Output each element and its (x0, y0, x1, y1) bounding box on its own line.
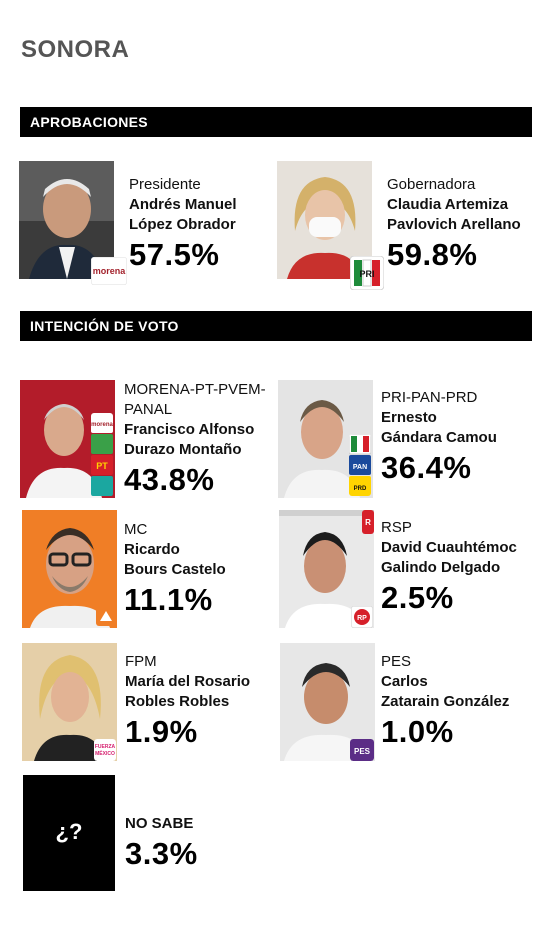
name-line-1: Ernesto (381, 409, 437, 426)
svg-text:PRI: PRI (359, 269, 374, 279)
name-line-1: María del Rosario (125, 673, 251, 690)
name-line-1: Carlos (381, 673, 428, 690)
pri-logo-icon: PRI (350, 256, 384, 290)
vote-value: 11.1% (124, 582, 213, 617)
candidate-card-durazo: morena PT MORENA-PT-PVEM- PANAL Francisc… (20, 380, 270, 498)
unknown-value: 3.3% (125, 836, 198, 871)
name-line-1: Ricardo (124, 541, 180, 558)
party-label-2: PANAL (124, 401, 173, 418)
party-label: RSP (381, 519, 412, 536)
unknown-card: NO SABE 3.3% (125, 814, 325, 874)
svg-text:PES: PES (354, 747, 371, 756)
name-line-1: Andrés Manuel (129, 196, 237, 213)
candidate-card-gandara: PAN PRD PRI-PAN-PRD Ernesto Gándara Camo… (278, 380, 538, 498)
approval-card-president: morena Presidente Andrés Manuel López Ob… (19, 161, 269, 285)
svg-text:morena: morena (91, 422, 113, 428)
party-label: MC (124, 521, 148, 538)
svg-text:FUERZA: FUERZA (95, 744, 116, 750)
morena-pt-pvem-panal-logos-icon: morena PT (91, 413, 113, 496)
candidate-photo (22, 510, 117, 628)
svg-text:MÉXICO: MÉXICO (95, 749, 115, 757)
vote-intention-header: INTENCIÓN DE VOTO (20, 311, 532, 341)
name-line-1: David Cuauhtémoc (381, 539, 517, 556)
svg-text:R: R (365, 518, 371, 527)
name-line-2: Durazo Montaño (124, 441, 242, 458)
vote-value: 36.4% (381, 450, 472, 485)
morena-logo-icon: morena (91, 257, 127, 285)
party-label: MORENA-PT-PVEM- (124, 381, 266, 398)
vote-value: 2.5% (381, 580, 454, 615)
name-line-2: Bours Castelo (124, 561, 226, 578)
page-title: SONORA (21, 36, 130, 63)
svg-text:RP: RP (357, 615, 367, 622)
name-line-1: Claudia Artemiza (387, 196, 509, 213)
candidate-card-bours: MC Ricardo Bours Castelo 11.1% (22, 510, 272, 628)
name-line-2: Galindo Delgado (381, 559, 501, 576)
name-line-2: Gándara Camou (381, 429, 497, 446)
name-line-2: López Obrador (129, 216, 236, 233)
mc-logo-icon (96, 606, 116, 626)
candidate-card-robles: FUERZA MÉXICO FPM María del Rosario Robl… (22, 643, 272, 761)
rsp-logo-icon: RP (351, 606, 373, 628)
name-line-2: Robles Robles (125, 693, 230, 710)
vote-value: 1.9% (125, 714, 198, 749)
candidate-photo (19, 161, 114, 279)
party-label: PES (381, 653, 412, 670)
name-line-2: Pavlovich Arellano (387, 216, 521, 233)
unknown-label: NO SABE (125, 815, 194, 832)
role-label: Presidente (129, 176, 201, 193)
svg-text:morena: morena (93, 266, 127, 276)
fpm-logo-icon: FUERZA MÉXICO (94, 739, 116, 761)
role-label: Gobernadora (387, 176, 476, 193)
rsp-flag-icon: R (362, 510, 374, 534)
candidate-card-galindo: R RP RSP David Cuauhtémoc Galindo Delgad… (279, 510, 539, 628)
svg-text:PRD: PRD (354, 486, 367, 492)
party-label: PRI-PAN-PRD (381, 389, 478, 406)
pri-pan-prd-logos-icon: PAN PRD (349, 434, 371, 496)
approval-value: 59.8% (387, 237, 478, 272)
vote-value: 1.0% (381, 714, 454, 749)
party-label: FPM (125, 653, 157, 670)
name-line-2: Zatarain González (381, 693, 510, 710)
name-line-1: Francisco Alfonso (124, 421, 255, 438)
pes-logo-icon: PES (350, 739, 374, 761)
question-mark-icon: ¿? (55, 819, 83, 844)
vote-value: 43.8% (124, 462, 215, 497)
svg-text:PT: PT (96, 461, 108, 471)
approval-card-governor: PRI Gobernadora Claudia Artemiza Pavlovi… (277, 161, 537, 290)
candidate-card-zatarain: PES PES Carlos Zatarain González 1.0% (280, 643, 540, 761)
approval-value: 57.5% (129, 237, 220, 272)
unknown-placeholder: ¿? (23, 775, 115, 891)
svg-text:PAN: PAN (353, 464, 367, 471)
approvals-header: APROBACIONES (20, 107, 532, 137)
